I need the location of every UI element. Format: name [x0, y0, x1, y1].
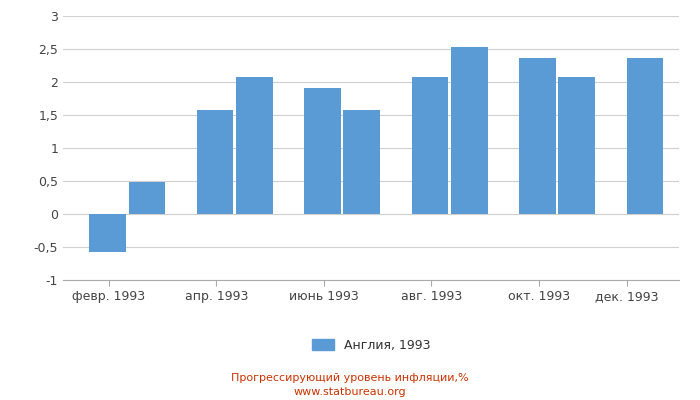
Bar — [626, 58, 664, 214]
Bar — [236, 77, 273, 214]
Bar — [197, 110, 233, 214]
Bar — [451, 47, 488, 214]
Legend: Англия, 1993: Англия, 1993 — [307, 334, 435, 357]
Text: www.statbureau.org: www.statbureau.org — [294, 387, 406, 397]
Bar — [344, 110, 380, 214]
Bar — [412, 77, 448, 214]
Bar — [129, 182, 165, 214]
Bar — [559, 77, 595, 214]
Text: Прогрессирующий уровень инфляции,%: Прогрессирующий уровень инфляции,% — [231, 373, 469, 383]
Bar — [89, 214, 126, 252]
Bar — [519, 58, 556, 214]
Bar — [304, 88, 341, 214]
